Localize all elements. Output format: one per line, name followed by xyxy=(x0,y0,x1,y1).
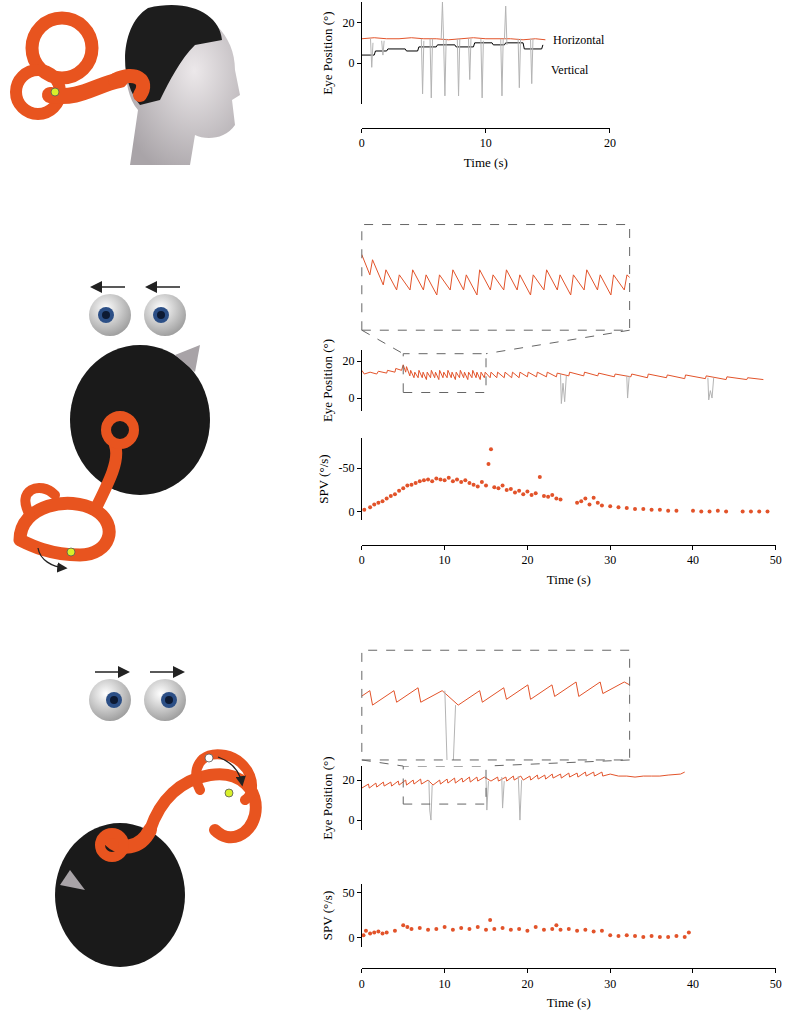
svg-text:20: 20 xyxy=(342,354,354,368)
svg-text:Time (s): Time (s) xyxy=(547,572,591,587)
svg-text:0: 0 xyxy=(348,56,354,70)
svg-text:SPV (°/s): SPV (°/s) xyxy=(320,891,335,940)
svg-text:-50: -50 xyxy=(338,461,354,475)
svg-text:40: 40 xyxy=(687,553,699,567)
svg-text:Vertical: Vertical xyxy=(551,63,589,77)
svg-text:50: 50 xyxy=(770,977,782,991)
svg-text:30: 30 xyxy=(604,977,616,991)
svg-text:Time (s): Time (s) xyxy=(464,155,508,170)
svg-text:0: 0 xyxy=(348,931,354,945)
svg-text:Eye Position (°): Eye Position (°) xyxy=(320,11,335,94)
svg-text:20: 20 xyxy=(342,16,354,30)
svg-text:SPV (°/s): SPV (°/s) xyxy=(316,454,331,503)
svg-text:0: 0 xyxy=(359,136,365,150)
svg-text:40: 40 xyxy=(687,977,699,991)
svg-text:0: 0 xyxy=(359,977,365,991)
svg-text:0: 0 xyxy=(348,391,354,405)
svg-text:10: 10 xyxy=(439,977,451,991)
svg-text:0: 0 xyxy=(359,553,365,567)
svg-text:30: 30 xyxy=(604,553,616,567)
svg-text:50: 50 xyxy=(342,886,354,900)
svg-text:10: 10 xyxy=(439,553,451,567)
svg-text:50: 50 xyxy=(770,553,782,567)
svg-text:20: 20 xyxy=(521,977,533,991)
svg-text:20: 20 xyxy=(521,553,533,567)
svg-text:10: 10 xyxy=(480,136,492,150)
svg-text:Eye Position (°): Eye Position (°) xyxy=(320,339,335,422)
svg-text:20: 20 xyxy=(604,136,616,150)
svg-text:Eye Position (°): Eye Position (°) xyxy=(320,756,335,839)
svg-text:0: 0 xyxy=(348,505,354,519)
svg-text:0: 0 xyxy=(348,813,354,827)
svg-text:20: 20 xyxy=(342,773,354,787)
svg-text:Time (s): Time (s) xyxy=(547,995,591,1010)
svg-text:Horizontal: Horizontal xyxy=(553,33,605,47)
